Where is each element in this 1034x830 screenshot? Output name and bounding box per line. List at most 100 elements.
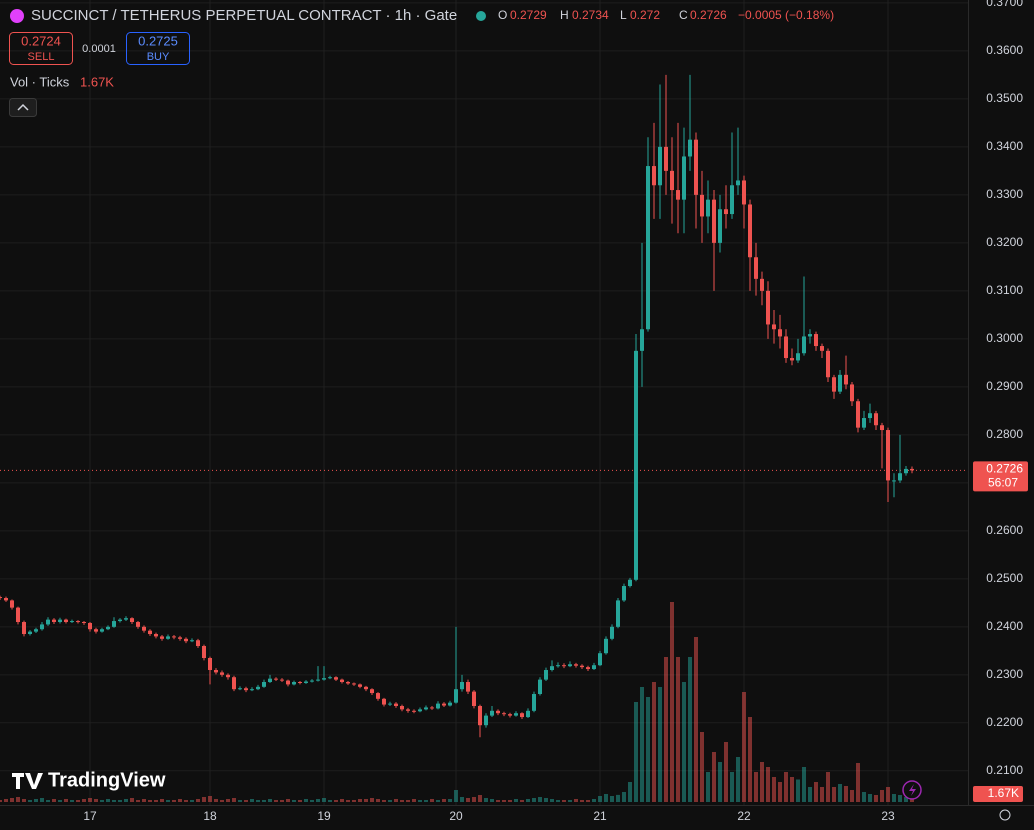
candle-body	[214, 670, 218, 673]
volume-bar	[904, 797, 908, 802]
candle-body	[28, 631, 32, 635]
candle-body	[244, 688, 248, 691]
volume-bar	[40, 798, 44, 802]
volume-bar	[424, 800, 428, 802]
buy-price[interactable]: 0.2725	[138, 33, 178, 48]
volume-bar	[664, 657, 668, 802]
candle-body	[46, 619, 50, 625]
candle-body	[592, 665, 596, 670]
volume-bar	[4, 799, 8, 802]
volume-bar	[412, 799, 416, 802]
candle-body	[652, 166, 656, 186]
candle-body	[130, 618, 134, 623]
volume-bar	[646, 697, 650, 802]
candle-body	[526, 710, 530, 718]
candle-body	[706, 199, 710, 217]
candle-body	[766, 290, 770, 325]
price-tag	[973, 461, 1028, 492]
collapse-icon[interactable]	[17, 103, 29, 111]
volume-bar	[574, 799, 578, 802]
candle-body	[724, 209, 728, 215]
volume-bar	[94, 799, 98, 802]
candle-body	[898, 473, 902, 481]
x-tick-label: 18	[203, 809, 217, 823]
candle-body	[280, 679, 284, 681]
candle-body	[520, 713, 524, 718]
volume-bar	[838, 784, 842, 802]
volume-bar	[526, 799, 530, 802]
candle-body	[220, 672, 224, 675]
candle-body	[634, 350, 638, 580]
candle-body	[340, 679, 344, 683]
volume-bar	[370, 798, 374, 802]
y-tick-label: 0.3400	[986, 139, 1023, 153]
candle-body	[460, 682, 464, 690]
volume-bar	[388, 800, 392, 802]
candle-body	[394, 703, 398, 707]
candle-body	[22, 622, 26, 635]
candle-body	[238, 688, 242, 690]
volume-bar	[784, 772, 788, 802]
buy-label[interactable]: BUY	[147, 51, 170, 63]
volume-bar	[538, 797, 542, 802]
volume-bar	[184, 800, 188, 802]
candle-body	[778, 329, 782, 337]
x-tick-label: 21	[593, 809, 607, 823]
volume-bar	[244, 800, 248, 802]
volume-bar	[790, 777, 794, 802]
x-tick-label: 23	[881, 809, 895, 823]
candle-body	[196, 640, 200, 647]
volume-bar	[274, 800, 278, 802]
sell-price[interactable]: 0.2724	[21, 33, 61, 48]
candle-body	[502, 713, 506, 715]
volume-bar	[532, 798, 536, 802]
candle-body	[616, 600, 620, 627]
buy-button[interactable]	[126, 32, 190, 65]
volume-bar	[256, 800, 260, 802]
volume-bar	[868, 794, 872, 802]
y-tick-label: 0.3200	[986, 235, 1023, 249]
alert-icon[interactable]	[902, 780, 922, 800]
volume-bar	[340, 799, 344, 802]
alert-bolt[interactable]	[909, 784, 916, 796]
candle-body	[256, 686, 260, 690]
candle-body	[58, 619, 62, 623]
x-tick-label: 22	[737, 809, 751, 823]
candle-body	[316, 679, 320, 681]
candle-body	[352, 683, 356, 685]
volume-bar	[100, 800, 104, 802]
volume-bar	[760, 762, 764, 802]
candle-body	[700, 194, 704, 217]
candle-body	[358, 684, 362, 687]
volume-bar	[238, 800, 242, 802]
volume-bar	[670, 602, 674, 802]
volume-layer	[0, 602, 914, 802]
candle-body	[832, 377, 836, 392]
volume-bar	[580, 800, 584, 802]
volume-bar	[280, 800, 284, 802]
candle-body	[442, 703, 446, 706]
candle-body	[646, 166, 650, 330]
volume-bar	[394, 799, 398, 802]
volume-bar	[682, 682, 686, 802]
volume-bar	[610, 796, 614, 802]
y-tick-label: 0.3700	[986, 0, 1023, 9]
candle-body	[454, 689, 458, 703]
y-tick-label: 0.3600	[986, 43, 1023, 57]
collapse-button[interactable]	[9, 98, 37, 117]
ohlc-value: 0.2726	[690, 8, 727, 22]
volume-bar	[874, 795, 878, 802]
candle-body	[682, 156, 686, 200]
volume-bar	[772, 777, 776, 802]
sell-label[interactable]: SELL	[28, 51, 55, 63]
candle-body	[658, 146, 662, 186]
candle-body	[82, 622, 86, 624]
sell-button[interactable]	[9, 32, 73, 65]
candle-body	[328, 677, 332, 679]
volume-bar	[886, 787, 890, 802]
y-tick-label: 0.2100	[986, 763, 1023, 777]
settings-icon[interactable]	[999, 809, 1011, 821]
volume-bar	[712, 752, 716, 802]
volume-bar	[310, 800, 314, 802]
volume-bar	[718, 762, 722, 802]
